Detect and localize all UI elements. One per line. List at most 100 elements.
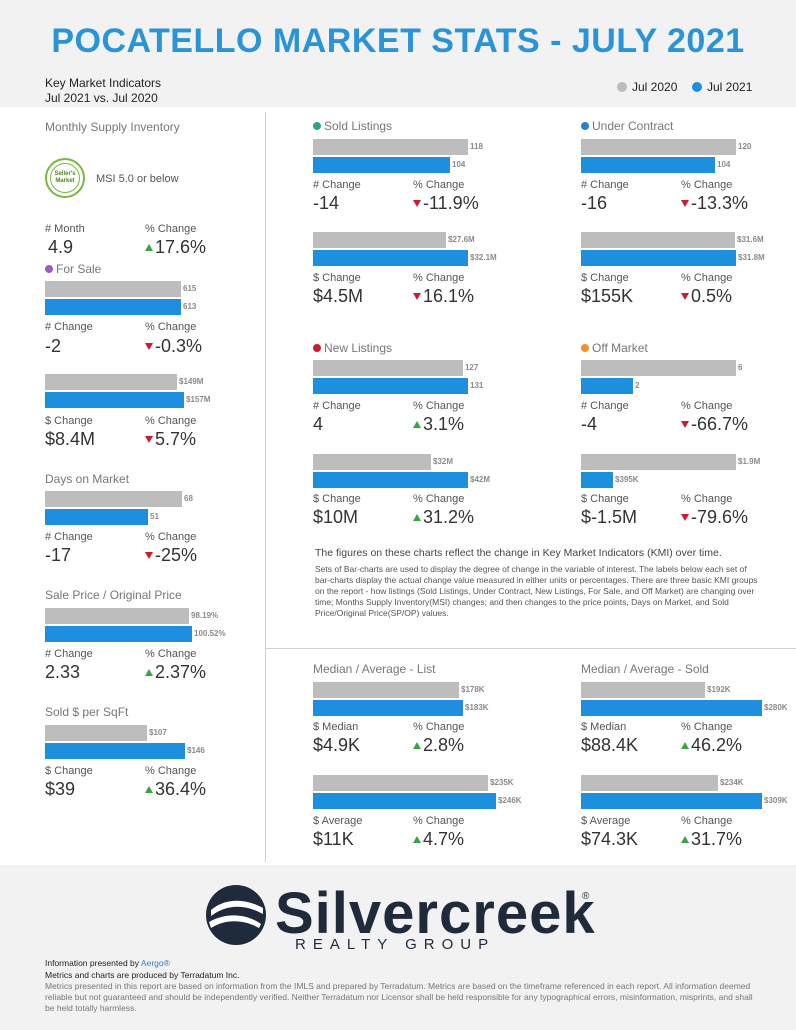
off-count-dot-icon <box>581 344 589 352</box>
sold-count-bar-label-prev: 118 <box>470 142 483 151</box>
sold-median-title-text: Median / Average - Sold <box>581 662 709 676</box>
list-median-title-text: Median / Average - List <box>313 662 436 676</box>
sold-per-sqft-title-text: Sold $ per SqFt <box>45 705 129 719</box>
days-on-market-bar-label-curr: 51 <box>150 512 159 521</box>
off-volume-bar-curr <box>581 472 613 488</box>
new-volume-bar-prev <box>313 454 431 470</box>
new-count-pct-label: % Change <box>413 400 465 412</box>
off-count-bar-label-curr: 2 <box>635 381 640 390</box>
msi-pct-label: % Change <box>145 223 197 235</box>
off-count-pct-value: -66.7% <box>681 414 748 435</box>
msi-num-text: 4.9 <box>48 237 74 257</box>
up-triangle-icon <box>413 742 421 749</box>
uc-count-title: Under Contract <box>581 119 673 133</box>
for-sale-count-num-text: -2 <box>45 336 62 356</box>
uc-volume-pct-label: % Change <box>681 272 733 284</box>
msi-pct-value: 17.6% <box>145 237 206 258</box>
presented-by: Information presented by Aergo® <box>45 958 170 968</box>
sold-median-bar-prev <box>581 682 705 698</box>
uc-volume-pct-text: 0.5% <box>691 286 733 306</box>
sp-op-title-text: Sale Price / Original Price <box>45 588 182 602</box>
description-body: Sets of Bar-charts are used to display t… <box>315 564 758 618</box>
for-sale-count-bar-label-prev: 615 <box>183 284 197 293</box>
down-triangle-icon <box>681 514 689 521</box>
msi-title: Monthly Supply Inventory <box>45 120 180 134</box>
list-median-pct-value: 2.8% <box>413 735 464 756</box>
new-count-num-value: 4 <box>313 414 323 435</box>
up-triangle-icon <box>145 669 153 676</box>
sold-count-dot-icon <box>313 122 321 130</box>
sp-op-pct-value: 2.37% <box>145 662 206 683</box>
sold-count-title-text: Sold Listings <box>324 119 393 133</box>
new-count-num-label: # Change <box>313 400 361 412</box>
sold-volume-bar-curr <box>313 250 468 266</box>
new-volume-num-value: $10M <box>313 507 358 528</box>
produced-by: Metrics and charts are produced by Terra… <box>45 970 240 980</box>
off-volume-num-text: $-1.5M <box>581 507 638 527</box>
down-triangle-icon <box>681 200 689 207</box>
new-count-dot-icon <box>313 344 321 352</box>
sp-op-num-text: 2.33 <box>45 662 81 682</box>
new-volume-num-label: $ Change <box>313 493 361 505</box>
off-count-num-label: # Change <box>581 400 629 412</box>
down-triangle-icon <box>681 421 689 428</box>
for-sale-volume-bar-label-curr: $157M <box>186 395 211 404</box>
uc-volume-num-label: $ Change <box>581 272 629 284</box>
list-average-bar-label-prev: $235K <box>490 778 514 787</box>
uc-count-bar-curr <box>581 157 715 173</box>
off-volume-pct-text: -79.6% <box>691 507 749 527</box>
list-average-num-value: $11K <box>313 829 354 850</box>
off-volume-pct-value: -79.6% <box>681 507 748 528</box>
uc-count-dot-icon <box>581 122 589 130</box>
uc-volume-bar-curr <box>581 250 736 266</box>
for-sale-volume-num-label: $ Change <box>45 415 93 427</box>
sold-volume-bar-label-prev: $27.6M <box>448 235 475 244</box>
sold-average-bar-label-prev: $234K <box>720 778 744 787</box>
sold-count-bar-prev <box>313 139 468 155</box>
uc-volume-num-value: $155K <box>581 286 633 307</box>
for-sale-count-title-text: For Sale <box>56 262 102 276</box>
horizontal-divider <box>266 648 796 649</box>
new-volume-pct-label: % Change <box>413 493 465 505</box>
sold-average-pct-value: 31.7% <box>681 829 742 850</box>
for-sale-count-title: For Sale <box>45 262 101 276</box>
down-triangle-icon <box>413 200 421 207</box>
uc-count-bar-label-curr: 104 <box>717 160 731 169</box>
sold-count-bar-curr <box>313 157 450 173</box>
list-average-num-text: $11K <box>313 829 354 849</box>
sold-median-bar-label-curr: $280K <box>764 703 788 712</box>
uc-count-pct-value: -13.3% <box>681 193 748 214</box>
days-on-market-num-label: # Change <box>45 531 93 543</box>
days-on-market-pct-value: -25% <box>145 545 197 566</box>
sold-volume-pct-label: % Change <box>413 272 465 284</box>
msi-num-value: 4.9 <box>48 237 73 258</box>
sold-average-num-text: $74.3K <box>581 829 639 849</box>
sp-op-bar-label-curr: 100.52% <box>194 629 226 638</box>
sold-count-num-text: -14 <box>313 193 340 213</box>
sold-per-sqft-num-value: $39 <box>45 779 75 800</box>
sold-per-sqft-bar-curr <box>45 743 185 759</box>
off-count-num-value: -4 <box>581 414 597 435</box>
msi-num-label: # Month <box>45 223 85 235</box>
list-average-pct-label: % Change <box>413 815 465 827</box>
logo-wordmark: Silvercreek <box>275 881 596 946</box>
for-sale-volume-pct-label: % Change <box>145 415 197 427</box>
sellers-market-badge: Seller's Market <box>45 158 85 198</box>
sp-op-title: Sale Price / Original Price <box>45 588 182 602</box>
sold-per-sqft-bar-label-prev: $107 <box>149 728 167 737</box>
list-average-bar-label-curr: $246K <box>498 796 522 805</box>
presented-prefix: Information presented by <box>45 958 141 968</box>
sold-average-bar-prev <box>581 775 718 791</box>
sp-op-bar-curr <box>45 626 192 642</box>
new-count-title: New Listings <box>313 341 392 355</box>
up-triangle-icon <box>413 514 421 521</box>
days-on-market-num-value: -17 <box>45 545 71 566</box>
for-sale-count-pct-label: % Change <box>145 321 197 333</box>
aergo-link[interactable]: Aergo® <box>140 958 170 968</box>
off-count-pct-text: -66.7% <box>691 414 749 434</box>
new-volume-pct-text: 31.2% <box>423 507 475 527</box>
off-count-title-text: Off Market <box>592 341 648 355</box>
up-triangle-icon <box>681 742 689 749</box>
legend-label-prev: Jul 2020 <box>632 80 678 94</box>
vertical-divider <box>265 112 266 862</box>
